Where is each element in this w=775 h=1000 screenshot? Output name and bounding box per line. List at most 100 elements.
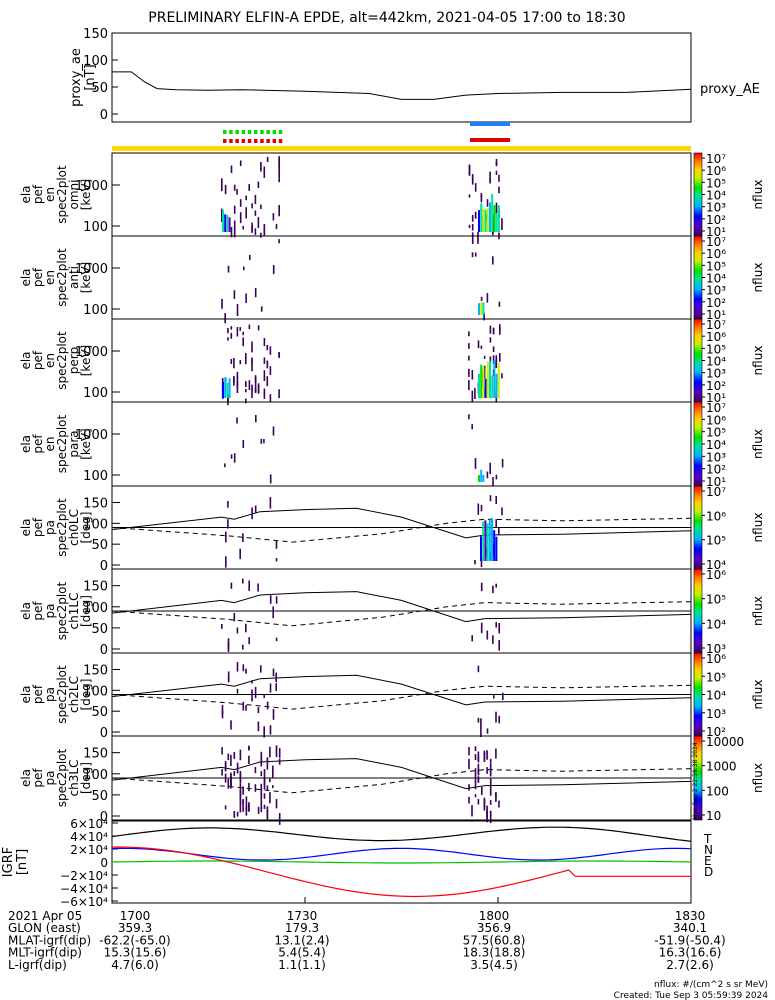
colorbar-tick-label: 10 xyxy=(706,809,721,823)
pitch-angle-ytick-label: 50 xyxy=(91,789,108,804)
flux-pixel xyxy=(499,353,501,362)
flux-pixel xyxy=(468,166,471,176)
colorbar-tick-label: 10⁶ xyxy=(706,330,726,344)
flux-pixel xyxy=(495,496,497,504)
flux-pixel xyxy=(480,504,483,512)
flux-pixel xyxy=(493,205,496,232)
igrf-legend-label: D xyxy=(704,865,713,879)
flux-pixel xyxy=(474,183,477,192)
footer-row-value: 359.3 xyxy=(118,921,152,935)
flux-pixel xyxy=(468,758,470,770)
flux-pixel xyxy=(230,165,233,174)
pitch-angle-event-1 xyxy=(221,745,281,825)
loss-cone-line xyxy=(111,758,692,790)
flux-pixel xyxy=(266,809,269,821)
flux-pixel xyxy=(245,623,247,633)
flux-pixel xyxy=(236,189,238,195)
pitch-angle-ylabel: [deg] xyxy=(79,595,93,627)
flux-pixel xyxy=(478,373,480,398)
science-zone-marker-blue xyxy=(470,122,510,126)
proxy-ae-ytick-label: 100 xyxy=(83,54,108,69)
colorbar-tick-label: 10⁴ xyxy=(706,558,726,572)
page-title: PRELIMINARY ELFIN-A EPDE, alt=442km, 202… xyxy=(148,10,625,26)
flux-pixel xyxy=(260,204,262,209)
flux-pixel xyxy=(254,380,257,393)
flux-pixel xyxy=(480,364,483,398)
flux-pixel xyxy=(483,312,485,321)
flux-pixel xyxy=(272,709,275,720)
flux-pixel xyxy=(489,462,491,475)
flux-pixel xyxy=(227,327,229,334)
flux-pixel xyxy=(480,536,482,561)
spectrogram-ylabel: [keV] xyxy=(79,345,93,376)
flux-pixel xyxy=(239,327,242,331)
spectrogram-event-1 xyxy=(221,239,280,324)
footer-row-value: 340.1 xyxy=(673,921,707,935)
flux-pixel xyxy=(236,662,239,672)
flux-pixel xyxy=(260,162,262,169)
flux-pixel xyxy=(239,212,242,224)
pitch-angle-ytick-label: 0 xyxy=(100,810,108,825)
data-availability-bar xyxy=(112,146,691,151)
science-zone-marker-red xyxy=(223,139,227,143)
flux-pixel xyxy=(477,777,480,783)
flux-pixel xyxy=(266,701,269,710)
flux-pixel xyxy=(254,194,257,205)
flux-pixel xyxy=(478,210,480,232)
colorbar-tick-label: 10⁷ xyxy=(706,485,726,499)
footer-row-value: 18.3(18.8) xyxy=(463,946,526,960)
spectrogram-ylabel: pef xyxy=(31,267,45,287)
flux-pixel xyxy=(492,635,494,644)
flux-pixel xyxy=(474,778,477,790)
flux-pixel xyxy=(254,287,257,298)
pitch-angle-ylabel: spec2plot xyxy=(55,665,69,724)
proxy-ae-ytick-label: 150 xyxy=(83,27,108,42)
flux-pixel xyxy=(495,373,498,398)
flux-pixel xyxy=(224,463,226,468)
proxy-ae-ylabel: [nT] xyxy=(83,64,98,90)
flux-pixel xyxy=(492,327,495,334)
flux-pixel xyxy=(263,370,266,381)
flux-pixel xyxy=(224,313,226,324)
colorbar xyxy=(693,568,703,654)
flux-pixel xyxy=(228,217,231,232)
flux-pixel xyxy=(468,784,470,791)
spectrogram-ytick-label: 1000 xyxy=(75,428,108,443)
flux-pixel xyxy=(489,356,492,364)
flux-pixel xyxy=(483,752,486,762)
spectrogram-ylabel: perp xyxy=(67,347,81,375)
footer-row-label: MLT-igrf(dip) xyxy=(8,946,82,960)
flux-pixel xyxy=(221,769,223,776)
flux-pixel xyxy=(257,707,260,714)
colorbar-tick-label: 10¹ xyxy=(706,225,726,239)
flux-pixel xyxy=(471,635,473,642)
flux-pixel xyxy=(251,680,253,684)
footer-row-value: 179.3 xyxy=(285,921,319,935)
colorbar-tick-label: 10⁵ xyxy=(706,259,726,273)
flux-pixel xyxy=(474,768,477,778)
flux-pixel xyxy=(471,223,474,231)
flux-pixel xyxy=(483,355,486,359)
colorbar-tick-label: 100 xyxy=(706,784,729,798)
spectrogram-ylabel: spec2plot xyxy=(55,414,69,473)
colorbar-tick-label: 10⁶ xyxy=(706,413,726,427)
flux-pixel xyxy=(269,725,272,735)
flux-pixel xyxy=(269,497,272,509)
spectrogram-ylabel: ela xyxy=(19,185,33,203)
colorbar-tick-label: 10⁵ xyxy=(706,176,726,190)
footer-row-label: GLON (east) xyxy=(8,921,81,935)
flux-pixel xyxy=(245,293,247,304)
flux-pixel xyxy=(471,174,474,181)
flux-pixel xyxy=(257,217,260,229)
flux-pixel xyxy=(263,166,266,178)
flux-pixel xyxy=(233,290,236,299)
flux-pixel xyxy=(227,395,229,402)
science-zone-marker-red xyxy=(278,139,283,143)
flux-pixel xyxy=(224,763,227,772)
flux-pixel xyxy=(257,721,260,732)
colorbar-label: nflux xyxy=(751,263,765,293)
pitch-angle-ytick-label: 50 xyxy=(91,622,108,637)
science-zone-marker-red xyxy=(247,139,252,143)
flux-pixel xyxy=(236,688,239,694)
flux-pixel xyxy=(275,637,278,642)
